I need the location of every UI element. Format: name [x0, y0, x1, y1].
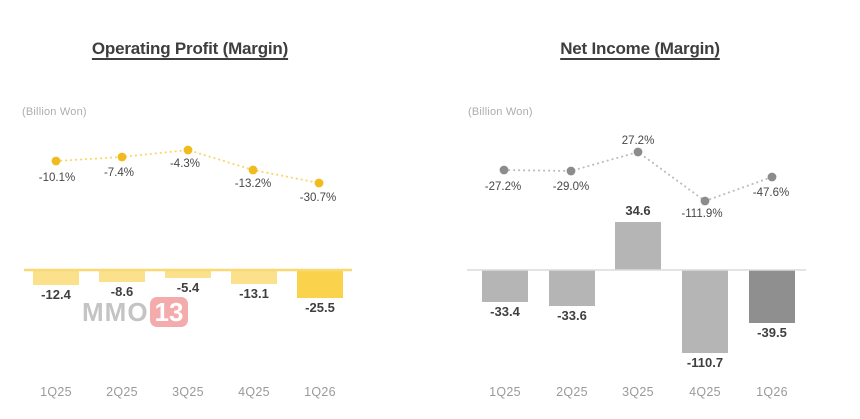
bar-value-label: -25.5 [305, 300, 335, 315]
bar-value-label: -5.4 [177, 280, 200, 295]
axis-label-1Q26: 1Q26 [756, 385, 788, 399]
net-income-unit-label: (Billion Won) [468, 106, 533, 118]
operating-profit-unit-label: (Billion Won) [22, 106, 87, 118]
margin-point-3Q25 [183, 145, 193, 155]
bar-value-label: -12.4 [41, 287, 71, 302]
axis-label-4Q25: 4Q25 [689, 385, 721, 399]
bar-2Q25 [99, 270, 145, 282]
margin-point-3Q25 [633, 147, 643, 157]
net-income-chart: -33.4 -33.6 34.6 -110.7 -39.5 -27.2% -29.0% 27.… [467, 135, 806, 399]
margin-value-label: -29.0% [553, 181, 589, 193]
bar-3Q25 [165, 270, 211, 278]
bar-2Q25 [549, 270, 595, 306]
margin-value-label: -30.7% [300, 192, 336, 204]
bar-value-label: -8.6 [111, 284, 133, 299]
net-income-title: Net Income (Margin) [560, 39, 720, 58]
margin-point-2Q25 [566, 166, 576, 176]
margin-value-label: -111.9% [681, 208, 722, 220]
watermark-text: MMO [82, 297, 149, 327]
bar-value-label: -33.4 [490, 304, 520, 319]
bar-value-label: -33.6 [557, 308, 587, 323]
bar-value-label: -13.1 [239, 286, 269, 301]
axis-label-3Q25: 3Q25 [622, 385, 654, 399]
operating-profit-chart: -12.4 -8.6 -5.4 -13.1 -25.5 -10.1% -7.4% -4.3% -… [24, 145, 352, 399]
margin-value-label: -47.6% [753, 187, 789, 199]
bar-1Q26 [297, 270, 343, 298]
bar-1Q25 [482, 270, 528, 302]
bar-value-label: 34.6 [625, 203, 650, 218]
margin-point-1Q25 [499, 165, 509, 175]
margin-point-4Q25 [248, 165, 258, 175]
margin-value-label: -4.3% [170, 158, 200, 170]
margin-value-label: -7.4% [104, 167, 134, 179]
axis-label-1Q25: 1Q25 [489, 385, 521, 399]
margin-value-label: 27.2% [622, 135, 655, 147]
margin-value-label: -10.1% [39, 172, 75, 184]
margin-point-1Q25 [51, 156, 61, 166]
margin-point-4Q25 [700, 196, 710, 206]
margin-point-2Q25 [117, 152, 127, 162]
margin-point-1Q26 [767, 172, 777, 182]
axis-label-2Q25: 2Q25 [106, 385, 138, 399]
axis-label-4Q25: 4Q25 [238, 385, 270, 399]
axis-label-2Q25: 2Q25 [556, 385, 588, 399]
axis-label-1Q25: 1Q25 [40, 385, 72, 399]
bar-4Q25 [682, 270, 728, 353]
axis-label-1Q26: 1Q26 [304, 385, 336, 399]
bar-value-label: -110.7 [687, 355, 723, 370]
bar-1Q25 [33, 270, 79, 285]
axis-label-3Q25: 3Q25 [172, 385, 204, 399]
bar-4Q25 [231, 270, 277, 284]
bar-1Q26 [749, 270, 795, 323]
margin-value-label: -27.2% [485, 181, 521, 193]
bar-value-label: -39.5 [757, 325, 787, 340]
bar-3Q25 [615, 222, 661, 270]
operating-profit-title: Operating Profit (Margin) [91, 39, 289, 58]
margin-trend-line [55, 148, 320, 184]
margin-value-label: -13.2% [235, 178, 271, 190]
margin-trend-line [503, 150, 773, 203]
watermark-badge: 13 [149, 297, 189, 327]
margin-point-1Q26 [314, 178, 324, 188]
watermark-mmo13: MMO 13 [82, 297, 189, 327]
